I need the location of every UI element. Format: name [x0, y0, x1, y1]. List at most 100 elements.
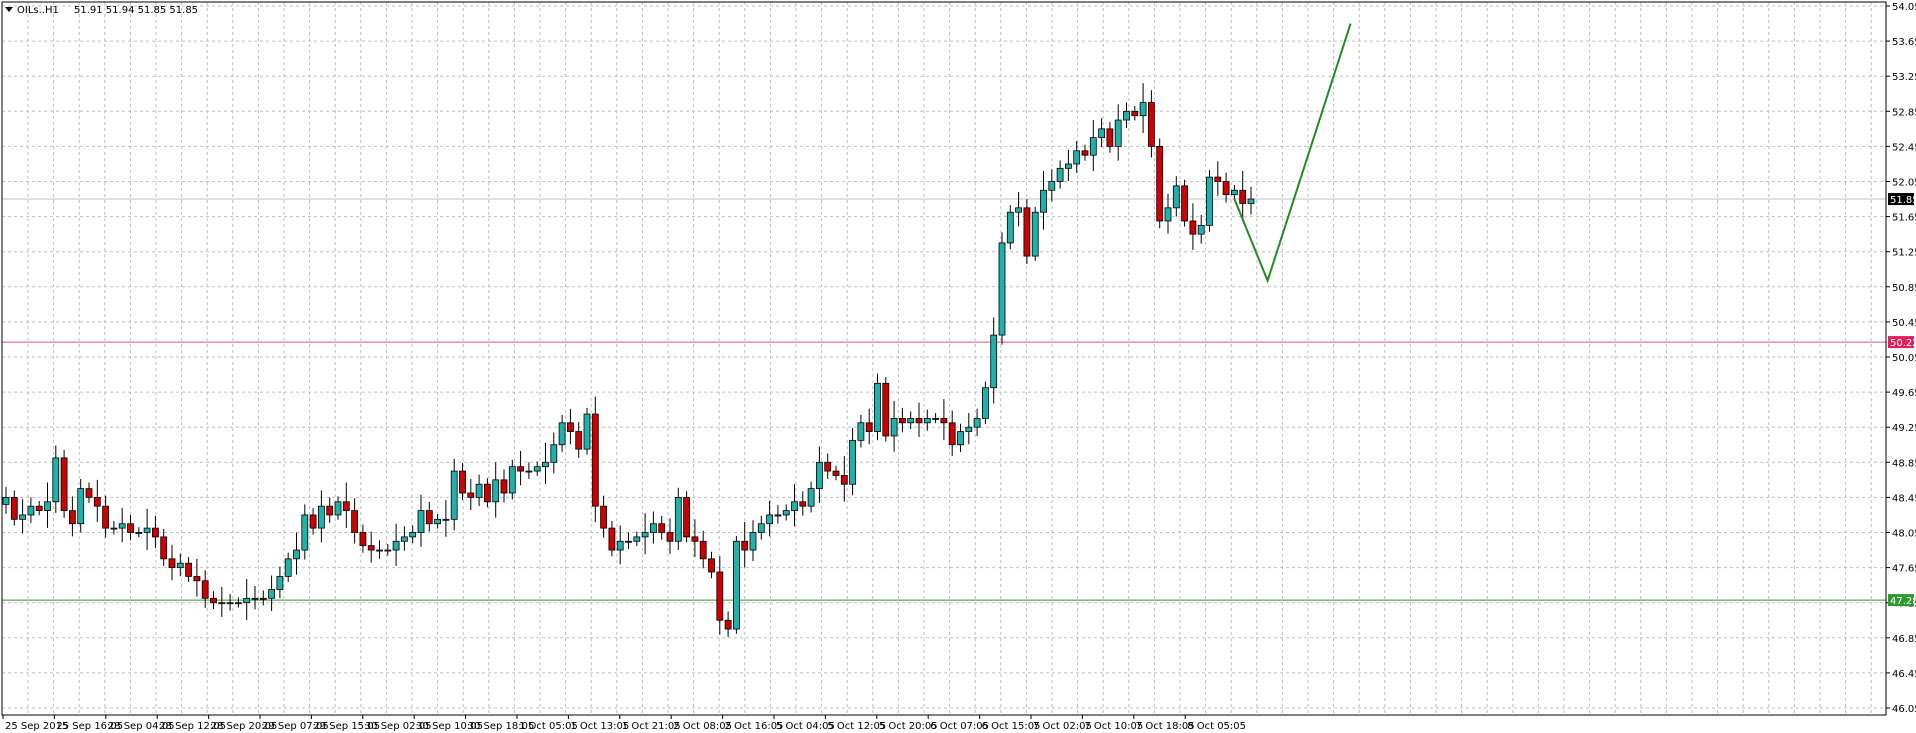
candle[interactable] [799, 491, 807, 516]
candle[interactable] [1239, 170, 1247, 221]
candle[interactable] [774, 505, 782, 524]
candle[interactable] [641, 513, 649, 555]
candle[interactable] [417, 494, 425, 547]
candle[interactable] [832, 465, 840, 481]
candle[interactable] [359, 524, 367, 553]
chevron-down-icon[interactable] [5, 7, 13, 12]
candle[interactable] [259, 590, 267, 606]
candle[interactable] [60, 450, 68, 518]
candle[interactable] [1139, 83, 1147, 134]
candle[interactable] [1098, 118, 1105, 148]
candle[interactable] [658, 515, 666, 540]
candle[interactable] [127, 514, 134, 541]
candle[interactable] [334, 496, 342, 520]
candle[interactable] [160, 528, 168, 566]
candle[interactable] [176, 553, 184, 577]
candle[interactable] [525, 462, 533, 479]
candle[interactable] [990, 317, 998, 404]
candle[interactable] [376, 540, 383, 559]
candle[interactable] [1131, 106, 1139, 121]
candle[interactable] [857, 414, 865, 448]
candle[interactable] [467, 478, 475, 511]
candle[interactable] [52, 445, 60, 513]
candle[interactable] [1065, 149, 1072, 181]
candle[interactable] [849, 428, 856, 496]
candle[interactable] [625, 532, 632, 550]
candle[interactable] [1148, 90, 1155, 158]
candle[interactable] [691, 519, 699, 558]
candle[interactable] [782, 504, 790, 521]
candle[interactable] [591, 396, 599, 522]
candle[interactable] [201, 570, 209, 608]
candle[interactable] [27, 497, 35, 523]
candle[interactable] [716, 556, 724, 635]
candle[interactable] [185, 557, 193, 582]
candle[interactable] [973, 408, 981, 436]
candle[interactable] [135, 527, 143, 538]
candle[interactable] [400, 526, 408, 551]
candle[interactable] [317, 490, 325, 543]
candle[interactable] [1222, 172, 1230, 203]
candle[interactable] [118, 507, 126, 543]
candle[interactable] [1006, 205, 1014, 250]
candle[interactable] [1181, 179, 1188, 227]
candle[interactable] [674, 487, 682, 550]
candle[interactable] [650, 511, 657, 544]
candle[interactable] [442, 500, 450, 537]
candle[interactable] [234, 597, 242, 608]
candle[interactable] [600, 495, 607, 538]
candle[interactable] [168, 544, 176, 581]
candle[interactable] [1197, 214, 1205, 244]
candle[interactable] [865, 408, 873, 445]
candle[interactable] [475, 474, 483, 507]
projection-line[interactable] [1233, 23, 1352, 284]
candle[interactable] [409, 525, 417, 544]
candle[interactable] [44, 482, 51, 528]
candle[interactable] [384, 543, 392, 556]
candle[interactable] [683, 491, 690, 543]
candle[interactable] [1114, 104, 1122, 161]
candle[interactable] [367, 531, 375, 563]
candle[interactable] [633, 531, 641, 547]
candle[interactable] [77, 478, 85, 533]
candle[interactable] [1015, 192, 1022, 227]
candle[interactable] [1206, 170, 1213, 232]
candle[interactable] [1164, 193, 1172, 234]
candle[interactable] [301, 504, 309, 560]
candle[interactable] [1106, 121, 1114, 153]
candle[interactable] [741, 521, 749, 568]
candle[interactable] [517, 450, 524, 486]
candle[interactable] [757, 515, 765, 540]
candle[interactable] [948, 410, 956, 456]
candle[interactable] [110, 521, 118, 535]
candle[interactable] [816, 446, 823, 503]
candle[interactable] [93, 479, 101, 522]
candle[interactable] [210, 591, 217, 610]
candle[interactable] [276, 566, 284, 599]
candle[interactable] [567, 408, 574, 445]
candle[interactable] [899, 407, 906, 433]
candle[interactable] [483, 478, 491, 508]
candle[interactable] [982, 381, 989, 424]
candle[interactable] [500, 469, 508, 503]
candle[interactable] [309, 507, 317, 535]
candle[interactable] [1056, 160, 1064, 189]
candle[interactable] [492, 462, 500, 518]
candle[interactable] [940, 399, 948, 441]
candle[interactable] [10, 490, 18, 526]
candle[interactable] [998, 232, 1006, 345]
candle[interactable] [733, 536, 740, 634]
candle[interactable] [724, 611, 732, 637]
candle[interactable] [957, 423, 964, 452]
candle[interactable] [226, 593, 234, 611]
candle[interactable] [965, 413, 973, 445]
candle[interactable] [19, 499, 27, 534]
candle[interactable] [1089, 120, 1097, 171]
candle[interactable] [542, 442, 549, 485]
candle[interactable] [824, 453, 832, 479]
candle[interactable] [151, 515, 159, 548]
candle[interactable] [351, 498, 359, 544]
candle[interactable] [1123, 102, 1130, 128]
